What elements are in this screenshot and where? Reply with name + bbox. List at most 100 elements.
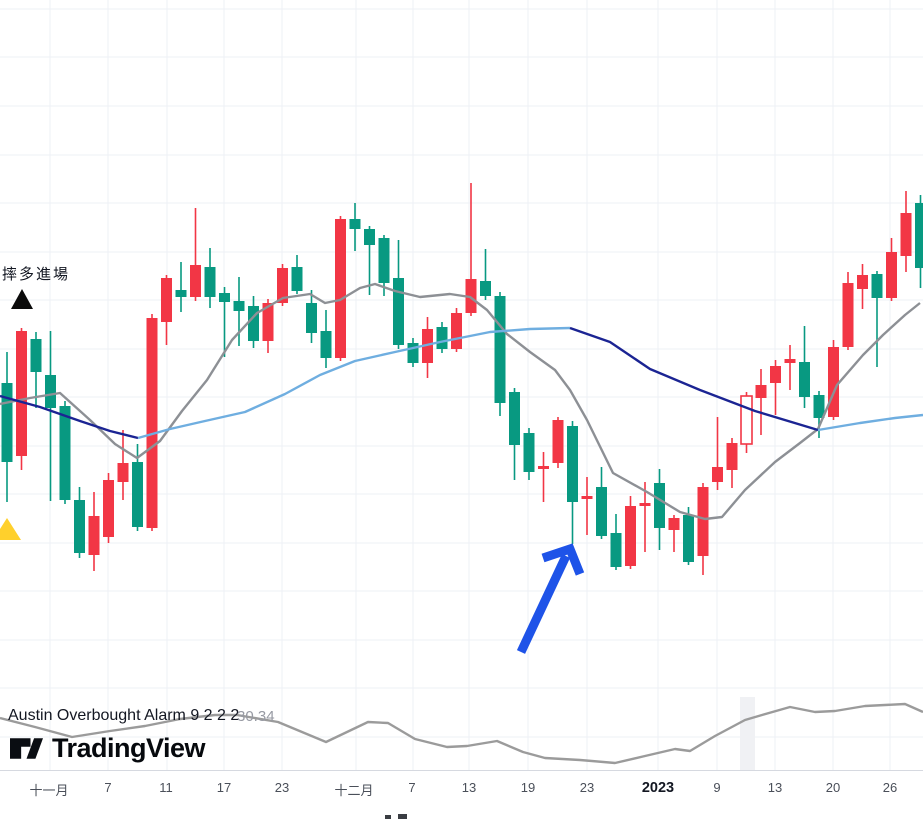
candle-body [1, 383, 13, 462]
drawn-arrow-shaft[interactable] [516, 554, 571, 654]
time-axis-separator [0, 770, 923, 771]
candle-body [190, 265, 201, 297]
time-axis-label: 7 [104, 780, 112, 795]
tradingview-logo-icon [10, 738, 43, 759]
candle-body [886, 252, 897, 298]
time-axis-label: 23 [274, 780, 290, 795]
candle-body [639, 503, 651, 506]
time-axis-label: 9 [713, 780, 721, 795]
candle-body [799, 362, 810, 397]
drawn-arrow-head[interactable] [541, 543, 585, 576]
time-axis-label: 20 [825, 780, 841, 795]
candle-body [219, 293, 230, 302]
candle-body [103, 480, 114, 537]
candle-body [813, 395, 825, 418]
candle-body [74, 500, 85, 553]
candle-body [697, 487, 709, 556]
trend-ma-down [0, 394, 139, 440]
candle-body [596, 487, 607, 536]
candle-body [248, 306, 259, 341]
candle-body [828, 347, 839, 417]
candle-body [610, 533, 622, 567]
indicator-value: 30.34 [237, 708, 275, 725]
candle-body [451, 313, 462, 349]
time-axis-label: 19 [520, 780, 536, 795]
candle-body [857, 275, 868, 289]
trend-ma-up [817, 413, 923, 432]
candle-body [393, 278, 404, 345]
trend-ma-up [137, 326, 571, 440]
candle-body [625, 506, 636, 566]
candle-body [683, 515, 694, 562]
candle-body [480, 281, 491, 296]
candle-body [364, 229, 375, 245]
candle-body [552, 420, 564, 463]
time-axis-label: 11 [159, 780, 173, 795]
candle-body [538, 466, 549, 469]
signal-marker-triangle [11, 289, 33, 309]
time-axis-label: 23 [579, 780, 595, 795]
candle-body [45, 375, 56, 408]
candle-body [291, 267, 303, 291]
time-axis-label: 2023 [641, 780, 675, 796]
candle-body-hollow [740, 395, 753, 445]
tradingview-logo-text: TradingView [52, 733, 206, 763]
candle-body [871, 274, 883, 298]
candle-body [654, 483, 665, 528]
time-axis-label: 十二月 [334, 783, 374, 798]
clipped-glyph [398, 814, 407, 819]
trend-ma-down [569, 326, 819, 432]
candle-body [770, 366, 781, 383]
candle-body [915, 203, 923, 268]
candle-body [378, 238, 390, 283]
time-axis-label: 13 [461, 780, 477, 795]
candle-body [132, 462, 143, 527]
candle-body [755, 385, 767, 398]
tradingview-watermark[interactable]: TradingView [10, 733, 206, 764]
candle-body [407, 343, 419, 363]
candle-body [233, 301, 245, 311]
candle-body [175, 290, 187, 297]
time-axis-label: 26 [882, 780, 898, 795]
candle-body [842, 283, 854, 347]
candle-body [712, 467, 723, 482]
candle-body [349, 219, 361, 229]
candle-body [523, 433, 535, 472]
candle-body [567, 426, 578, 502]
candle-body [117, 463, 129, 482]
candle-body [277, 268, 288, 303]
time-axis-label: 17 [216, 780, 232, 795]
signal-marker-triangle [0, 518, 21, 540]
candle-body [59, 406, 71, 500]
candle-body [581, 496, 593, 499]
candle-body [668, 518, 680, 530]
moving-average-gray [0, 282, 921, 521]
candle-body [465, 279, 477, 313]
candle-body [494, 296, 506, 403]
candle-body [900, 213, 912, 256]
candle-body [161, 278, 172, 322]
time-axis-label: 13 [767, 780, 783, 795]
candle-body [784, 359, 796, 363]
candle-body [320, 331, 332, 358]
candle-body [146, 318, 158, 528]
clipped-glyph [385, 815, 391, 819]
candle-body [509, 392, 520, 445]
session-highlight-band [740, 697, 755, 770]
oscillator-line [0, 702, 923, 765]
candle-body [30, 339, 42, 372]
candle-body [204, 267, 216, 297]
candle-body [262, 303, 274, 341]
time-axis-label: 7 [408, 780, 416, 795]
candle-body [436, 327, 448, 349]
long-entry-signal-label: 摔多進場 [2, 266, 71, 283]
candle-body [306, 303, 317, 333]
candle-body [726, 443, 738, 470]
candle-body [88, 516, 100, 555]
indicator-title[interactable]: Austin Overbought Alarm 9 2 2 2 [8, 707, 240, 724]
time-axis-label: 十一月 [29, 783, 69, 798]
candle-body [16, 331, 27, 456]
candle-body [335, 219, 346, 358]
